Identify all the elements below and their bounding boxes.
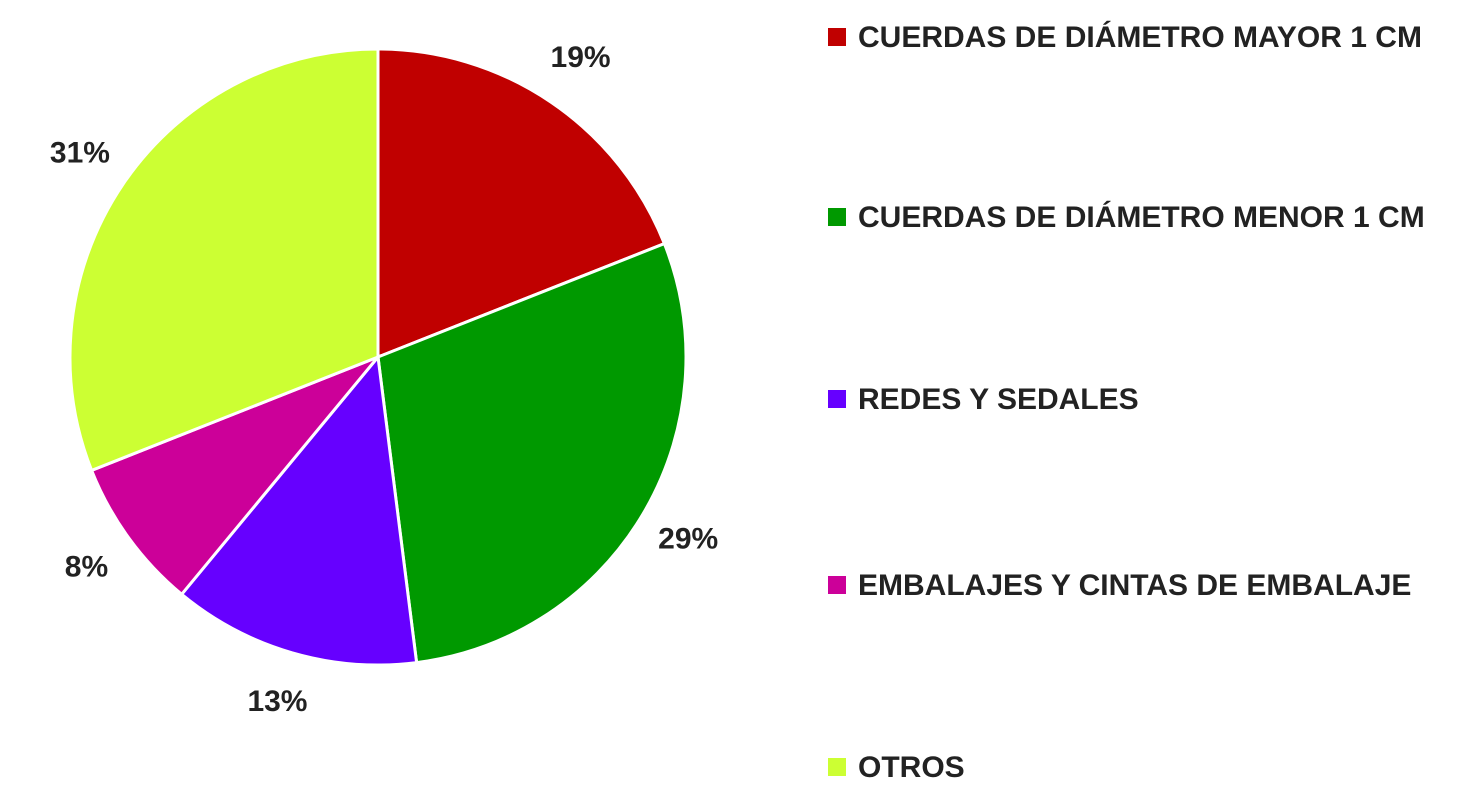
- data-label: 19%: [551, 41, 611, 74]
- legend-swatch: [828, 208, 846, 226]
- chart: 19% 29% 13% 8% 31%: [50, 41, 718, 718]
- legend-swatch: [828, 576, 846, 594]
- legend-label: EMBALAJES Y CINTAS DE EMBALAJE: [858, 569, 1412, 602]
- pie-slice: [179, 353, 419, 667]
- legend-label: OTROS: [858, 751, 965, 784]
- pie-slice: [89, 355, 380, 597]
- legend-item: OTROS: [828, 748, 1468, 788]
- legend-item: EMBALAJES Y CINTAS DE EMBALAJE: [828, 566, 1468, 606]
- legend-label: CUERDAS DE DIÁMETRO MAYOR 1 CM: [858, 21, 1422, 54]
- legend-swatch: [828, 28, 846, 46]
- data-label: 8%: [65, 551, 108, 584]
- data-label: 13%: [247, 685, 307, 718]
- data-label: 31%: [50, 136, 110, 169]
- legend-label: REDES Y SEDALES: [858, 383, 1139, 416]
- legend-swatch: [828, 390, 846, 408]
- legend-item: CUERDAS DE DIÁMETRO MENOR 1 CM: [828, 198, 1468, 238]
- legend-item: REDES Y SEDALES: [828, 380, 1468, 420]
- legend-label: CUERDAS DE DIÁMETRO MENOR 1 CM: [858, 201, 1425, 234]
- data-label: 29%: [658, 522, 718, 555]
- legend-swatch: [828, 758, 846, 776]
- legend-item: CUERDAS DE DIÁMETRO MAYOR 1 CM: [828, 18, 1468, 58]
- pie-slice: [376, 241, 688, 665]
- pie-slice: [68, 47, 380, 473]
- pie-slice: [376, 47, 667, 360]
